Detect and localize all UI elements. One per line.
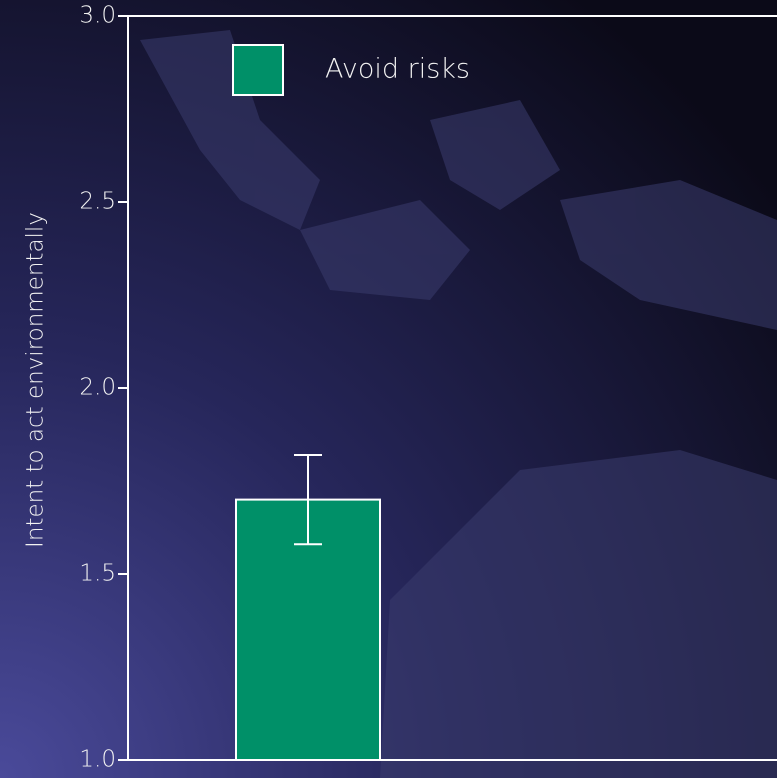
map-decoration [140, 30, 777, 778]
legend-swatch [232, 44, 284, 96]
y-axis-label: Intent to act environmentally [23, 212, 49, 548]
y-tick-label: 1.5 [79, 561, 116, 587]
y-tick-label: 2.0 [79, 375, 116, 401]
y-tick-label: 1.0 [79, 747, 116, 773]
legend-label: Avoid risks [325, 54, 470, 85]
y-tick-label: 2.5 [79, 189, 116, 215]
y-tick-label: 3.0 [79, 3, 116, 29]
error-bar [294, 453, 322, 546]
